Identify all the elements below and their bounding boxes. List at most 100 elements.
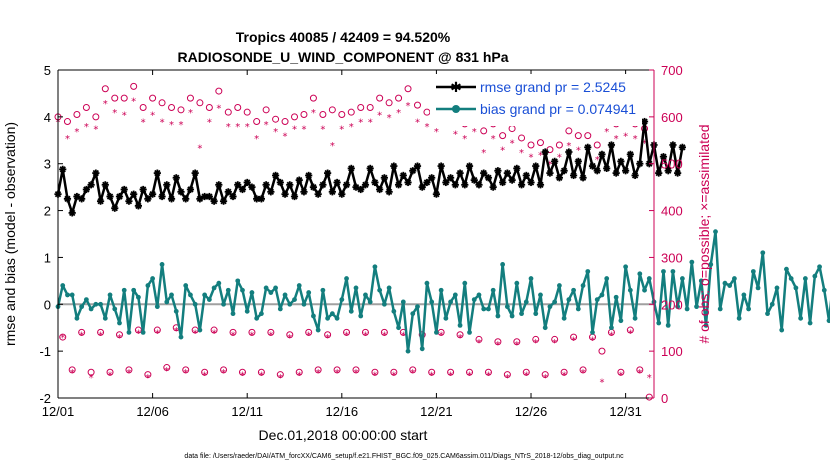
obs-assimilated-point: *	[226, 122, 231, 133]
bias-point	[235, 278, 241, 284]
y2-tick-label: 600	[661, 110, 683, 125]
obs-assimilated-point: *	[491, 134, 496, 145]
obs-possible-point	[560, 368, 568, 376]
bias-point	[580, 283, 586, 288]
obs-possible-point	[305, 328, 313, 336]
bias-point	[112, 306, 118, 312]
obs-possible-point	[97, 328, 105, 336]
bias-point	[102, 315, 108, 321]
bias-point	[419, 346, 425, 352]
bias-point	[325, 315, 331, 321]
rmse-point	[342, 181, 351, 189]
bias-point	[173, 308, 179, 314]
obs-assimilated-point: *	[410, 368, 415, 379]
bias-point	[400, 299, 406, 305]
x-tick-label: 12/21	[420, 404, 453, 419]
rmse-point	[522, 171, 530, 180]
bias-point	[216, 280, 222, 286]
rmse-point	[636, 160, 644, 168]
rmse-point	[404, 178, 412, 187]
x-tick-label: 12/06	[136, 404, 169, 419]
obs-assimilated-point: *	[84, 122, 89, 133]
obs-assimilated-point: *	[415, 118, 420, 129]
bias-point	[363, 292, 368, 298]
bias-point	[391, 308, 397, 314]
obs-possible-point	[139, 103, 147, 111]
obs-possible-point	[291, 113, 299, 121]
obs-possible-point	[196, 99, 204, 107]
obs-possible-point	[238, 368, 246, 376]
bias-point	[500, 262, 506, 267]
bias-point	[377, 287, 383, 293]
bias-point	[131, 287, 137, 293]
rmse-point	[579, 174, 587, 182]
rmse-point	[603, 164, 611, 172]
legend-rmse-marker: ✱	[450, 80, 462, 96]
bias-point	[556, 283, 562, 288]
obs-possible-point	[333, 366, 341, 374]
obs-possible-point	[636, 366, 644, 374]
rmse-point	[63, 195, 72, 203]
bias-point	[140, 330, 146, 335]
rmse-point	[593, 167, 601, 175]
rmse-point	[59, 165, 67, 173]
obs-assimilated-point: *	[372, 371, 377, 382]
bias-point	[296, 283, 302, 288]
obs-assimilated-point: *	[462, 134, 467, 145]
bias-point	[69, 292, 75, 298]
obs-assimilated-point: *	[533, 338, 538, 349]
bias-point	[594, 297, 600, 302]
bias-point	[74, 315, 80, 321]
rmse-point	[111, 204, 119, 212]
obs-assimilated-point: *	[618, 371, 623, 382]
bias-point	[306, 290, 312, 295]
obs-assimilated-point: *	[178, 120, 183, 131]
obs-assimilated-point: *	[552, 338, 557, 349]
bias-point	[675, 304, 681, 310]
bias-point	[807, 320, 813, 326]
rmse-point	[631, 171, 639, 180]
rmse-point	[149, 190, 157, 198]
bias-point	[717, 306, 723, 312]
obs-assimilated-point: *	[368, 118, 373, 129]
rmse-point	[480, 169, 488, 177]
obs-assimilated-point: *	[576, 146, 581, 157]
obs-possible-point	[447, 368, 455, 376]
bias-point	[164, 299, 170, 305]
bias-point	[727, 283, 733, 288]
bias-point	[784, 266, 789, 272]
obs-possible-point	[224, 108, 232, 116]
obs-assimilated-point: *	[316, 368, 321, 379]
bias-point	[438, 287, 444, 293]
obs-possible-point	[324, 331, 332, 339]
x-tick-label: 12/26	[515, 404, 548, 419]
obs-possible-point	[153, 326, 161, 334]
bias-point	[552, 299, 558, 305]
rmse-point	[314, 190, 322, 198]
rmse-point	[612, 169, 620, 177]
rmse-point	[172, 174, 180, 182]
obs-possible-point	[295, 368, 303, 376]
obs-assimilated-point: *	[193, 328, 198, 339]
obs-assimilated-point: *	[547, 160, 552, 171]
obs-possible-point	[220, 366, 228, 374]
y2-tick-label: 700	[661, 63, 683, 78]
obs-possible-point	[513, 338, 521, 346]
bias-point	[211, 285, 217, 291]
bias-point	[230, 311, 236, 317]
legend-box	[430, 74, 642, 126]
obs-assimilated-point: *	[609, 331, 614, 342]
bias-point	[533, 311, 539, 317]
obs-assimilated-point: *	[529, 153, 534, 164]
rmse-point	[78, 195, 86, 203]
obs-assimilated-point: *	[344, 331, 349, 342]
obs-assimilated-point: *	[467, 371, 472, 382]
obs-possible-point	[518, 134, 526, 142]
obs-assimilated-point: *	[500, 146, 505, 157]
rmse-point	[182, 195, 190, 203]
obs-possible-point	[380, 328, 388, 336]
obs-assimilated-point: *	[495, 340, 500, 351]
bias-point	[263, 285, 269, 291]
obs-assimilated-point: *	[301, 125, 306, 136]
